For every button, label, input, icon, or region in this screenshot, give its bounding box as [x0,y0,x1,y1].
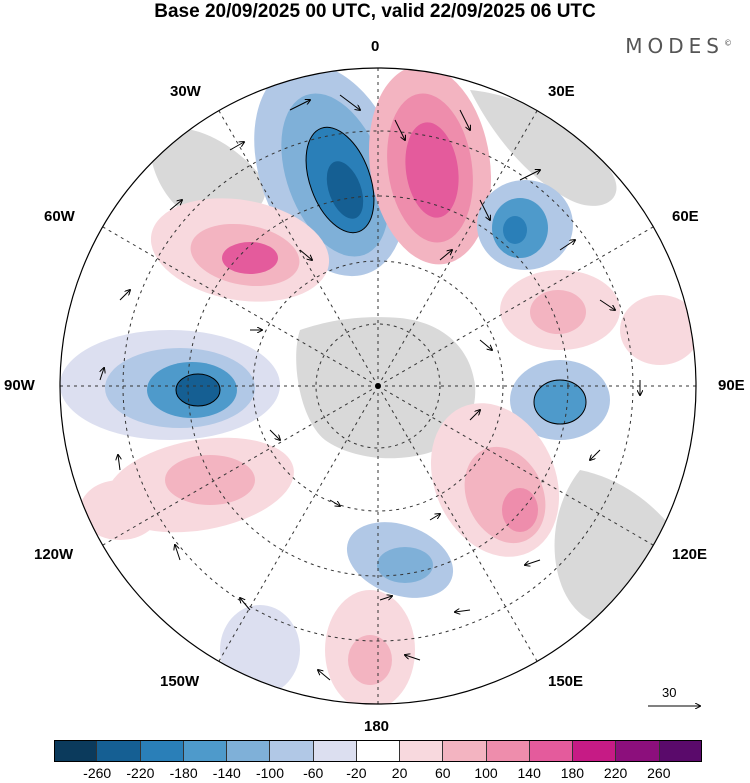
lon-label-120e: 120E [672,546,708,563]
copyright-mark: © [724,38,732,48]
colorbar-swatch [529,740,574,762]
colorbar-tick-label: 60 [435,765,451,781]
colorbar-tick-label: -60 [303,765,324,781]
colorbar-swatch [356,740,401,762]
lon-label-120w: 120W [34,546,74,563]
meridians [60,68,696,704]
colorbar-swatch [659,740,702,762]
colorbar-swatch [227,740,271,762]
lon-label-150w: 150W [160,673,200,690]
colorbar [54,740,702,762]
lon-label-0: 0 [371,38,380,55]
lon-label-90w: 90W [4,377,35,394]
lon-label-60e: 60E [672,208,699,225]
south-pole [375,383,381,389]
colorbar-swatch [616,740,660,762]
colorbar-tick-label: 100 [474,765,498,781]
colorbar-swatch [400,740,444,762]
colorbar-swatch [140,740,184,762]
colorbar-swatch [97,740,141,762]
colorbar-tick-label: -140 [212,765,241,781]
lon-label-30w: 30W [170,83,201,100]
lon-label-60w: 60W [44,208,75,225]
colorbar-tick-label: 220 [603,765,628,781]
lon-label-150e: 150E [548,673,584,690]
colorbar-tick-label: -220 [126,765,155,781]
modes-logo: MODES© [625,34,732,58]
colorbar-swatch [313,740,357,762]
colorbar-tick-label: 140 [517,765,541,781]
colorbar-swatch [54,740,98,762]
lon-label-90e: 90E [718,377,745,394]
contours [175,126,587,425]
lon-label-180: 180 [364,718,390,735]
chart-title: Base 20/09/2025 00 UTC, valid 22/09/2025… [154,1,596,22]
colorbar-tick-label: 180 [560,765,585,781]
colorbar-swatch [183,740,228,762]
colorbar-tick-label: 260 [647,765,671,781]
colorbar-swatch [573,740,617,762]
colorbar-swatch [270,740,314,762]
colorbar-tick-label: -180 [169,765,198,781]
reference-vector-label: 30 [662,685,677,700]
colorbar-tick-label: -260 [83,765,112,781]
anomaly-field [60,68,696,704]
colorbar-tick-label: -20 [346,765,367,781]
map-boundary [59,67,697,705]
colorbar-swatch [443,740,487,762]
brand-name: MODES [625,34,724,58]
colorbar-tick-label: -100 [255,765,285,781]
colorbar-tick-label: 20 [391,765,408,781]
colorbar-swatch [486,740,530,762]
wind-vectors [99,94,640,681]
lon-label-30e: 30E [548,83,575,100]
